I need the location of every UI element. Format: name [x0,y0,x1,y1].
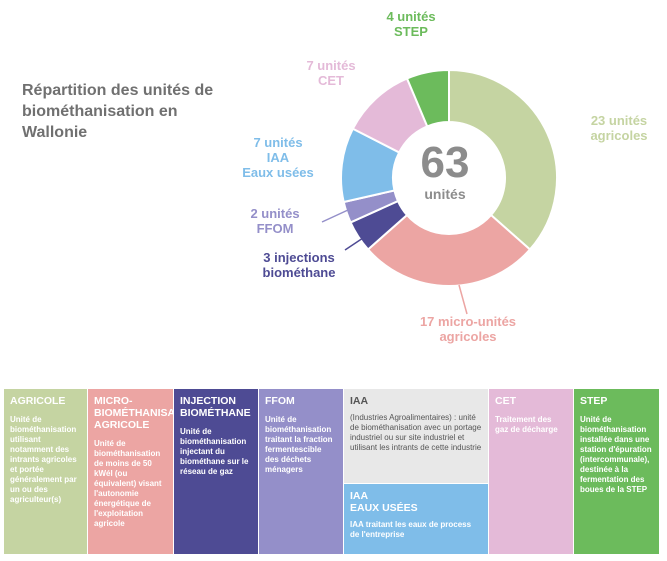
label-agricole: 23 unités agricoles [590,113,648,143]
legend-iaa-text: (Industries Agroalimentaires) : unité de… [350,413,482,452]
legend-cet-title: CET [495,395,516,407]
leader-injection [344,237,364,251]
label-injection: 3 injections biométhane [262,250,336,280]
label-cet: 7 unités CET [306,58,356,88]
slice-step [405,68,450,128]
legend-agricole-text: Unité de biométhanisation utilisant nota… [10,415,77,504]
legend-injection-title: INJECTION BIOMÉTHANE [180,395,251,419]
legend-cet-text: Traitement des gaz de décharge [495,415,558,434]
legend-agricole: AGRICOLE Unité de biométhanisation utili… [4,389,87,554]
donut-chart [321,68,558,315]
legend-iaa-eaux-title: IAA EAUX USÉES [350,490,418,514]
legend-cet: CET Traitement des gaz de décharge [489,389,573,554]
legend-ffom-title: FFOM [265,395,295,407]
legend-injection-text: Unité de biométhanisation injectant du b… [180,427,249,476]
label-ffom: 2 unités FFOM [250,206,300,236]
label-micro: 17 micro-unités agricoles [419,314,517,344]
slice-agricole [448,68,558,251]
legend-step-title: STEP [580,395,608,407]
legend-injection: INJECTION BIOMÉTHANE Unité de biométhani… [174,389,258,554]
page-title: Répartition des unités de biométhanisati… [22,82,214,141]
label-iaa: 7 unités IAA Eaux usées [242,135,314,180]
leader-micro [458,284,468,315]
legend-agricole-title: AGRICOLE [10,395,66,407]
legend-iaa: IAA (Industries Agroalimentaires) : unit… [344,389,488,483]
legend-iaa-eaux-text: IAA traitant les eaux de process de l'en… [350,520,472,539]
slice-micro [366,213,532,287]
legend-micro-text: Unité de biométhanisation de moins de 50… [94,439,162,528]
legend-micro: MICRO-BIOMÉTHANISATION AGRICOLE Unité de… [88,389,173,554]
total-value: 63 [420,138,470,187]
legend-micro-title: MICRO-BIOMÉTHANISATION AGRICOLE [94,395,173,431]
legend-ffom-text: Unité de biométhanisation traitant la fr… [265,415,333,474]
legend-step-text: Unité de biométhanisation installée dans… [580,415,652,494]
total-unit: unités [424,186,466,202]
legend-ffom: FFOM Unité de biométhanisation traitant … [259,389,343,554]
label-step: 4 unités STEP [386,9,436,39]
leader-ffom [321,209,349,223]
legend-step: STEP Unité de biométhanisation installée… [574,389,659,554]
legend-iaa-eaux: IAA EAUX USÉES IAA traitant les eaux de p… [344,484,488,554]
legend-iaa-title: IAA [350,395,369,407]
